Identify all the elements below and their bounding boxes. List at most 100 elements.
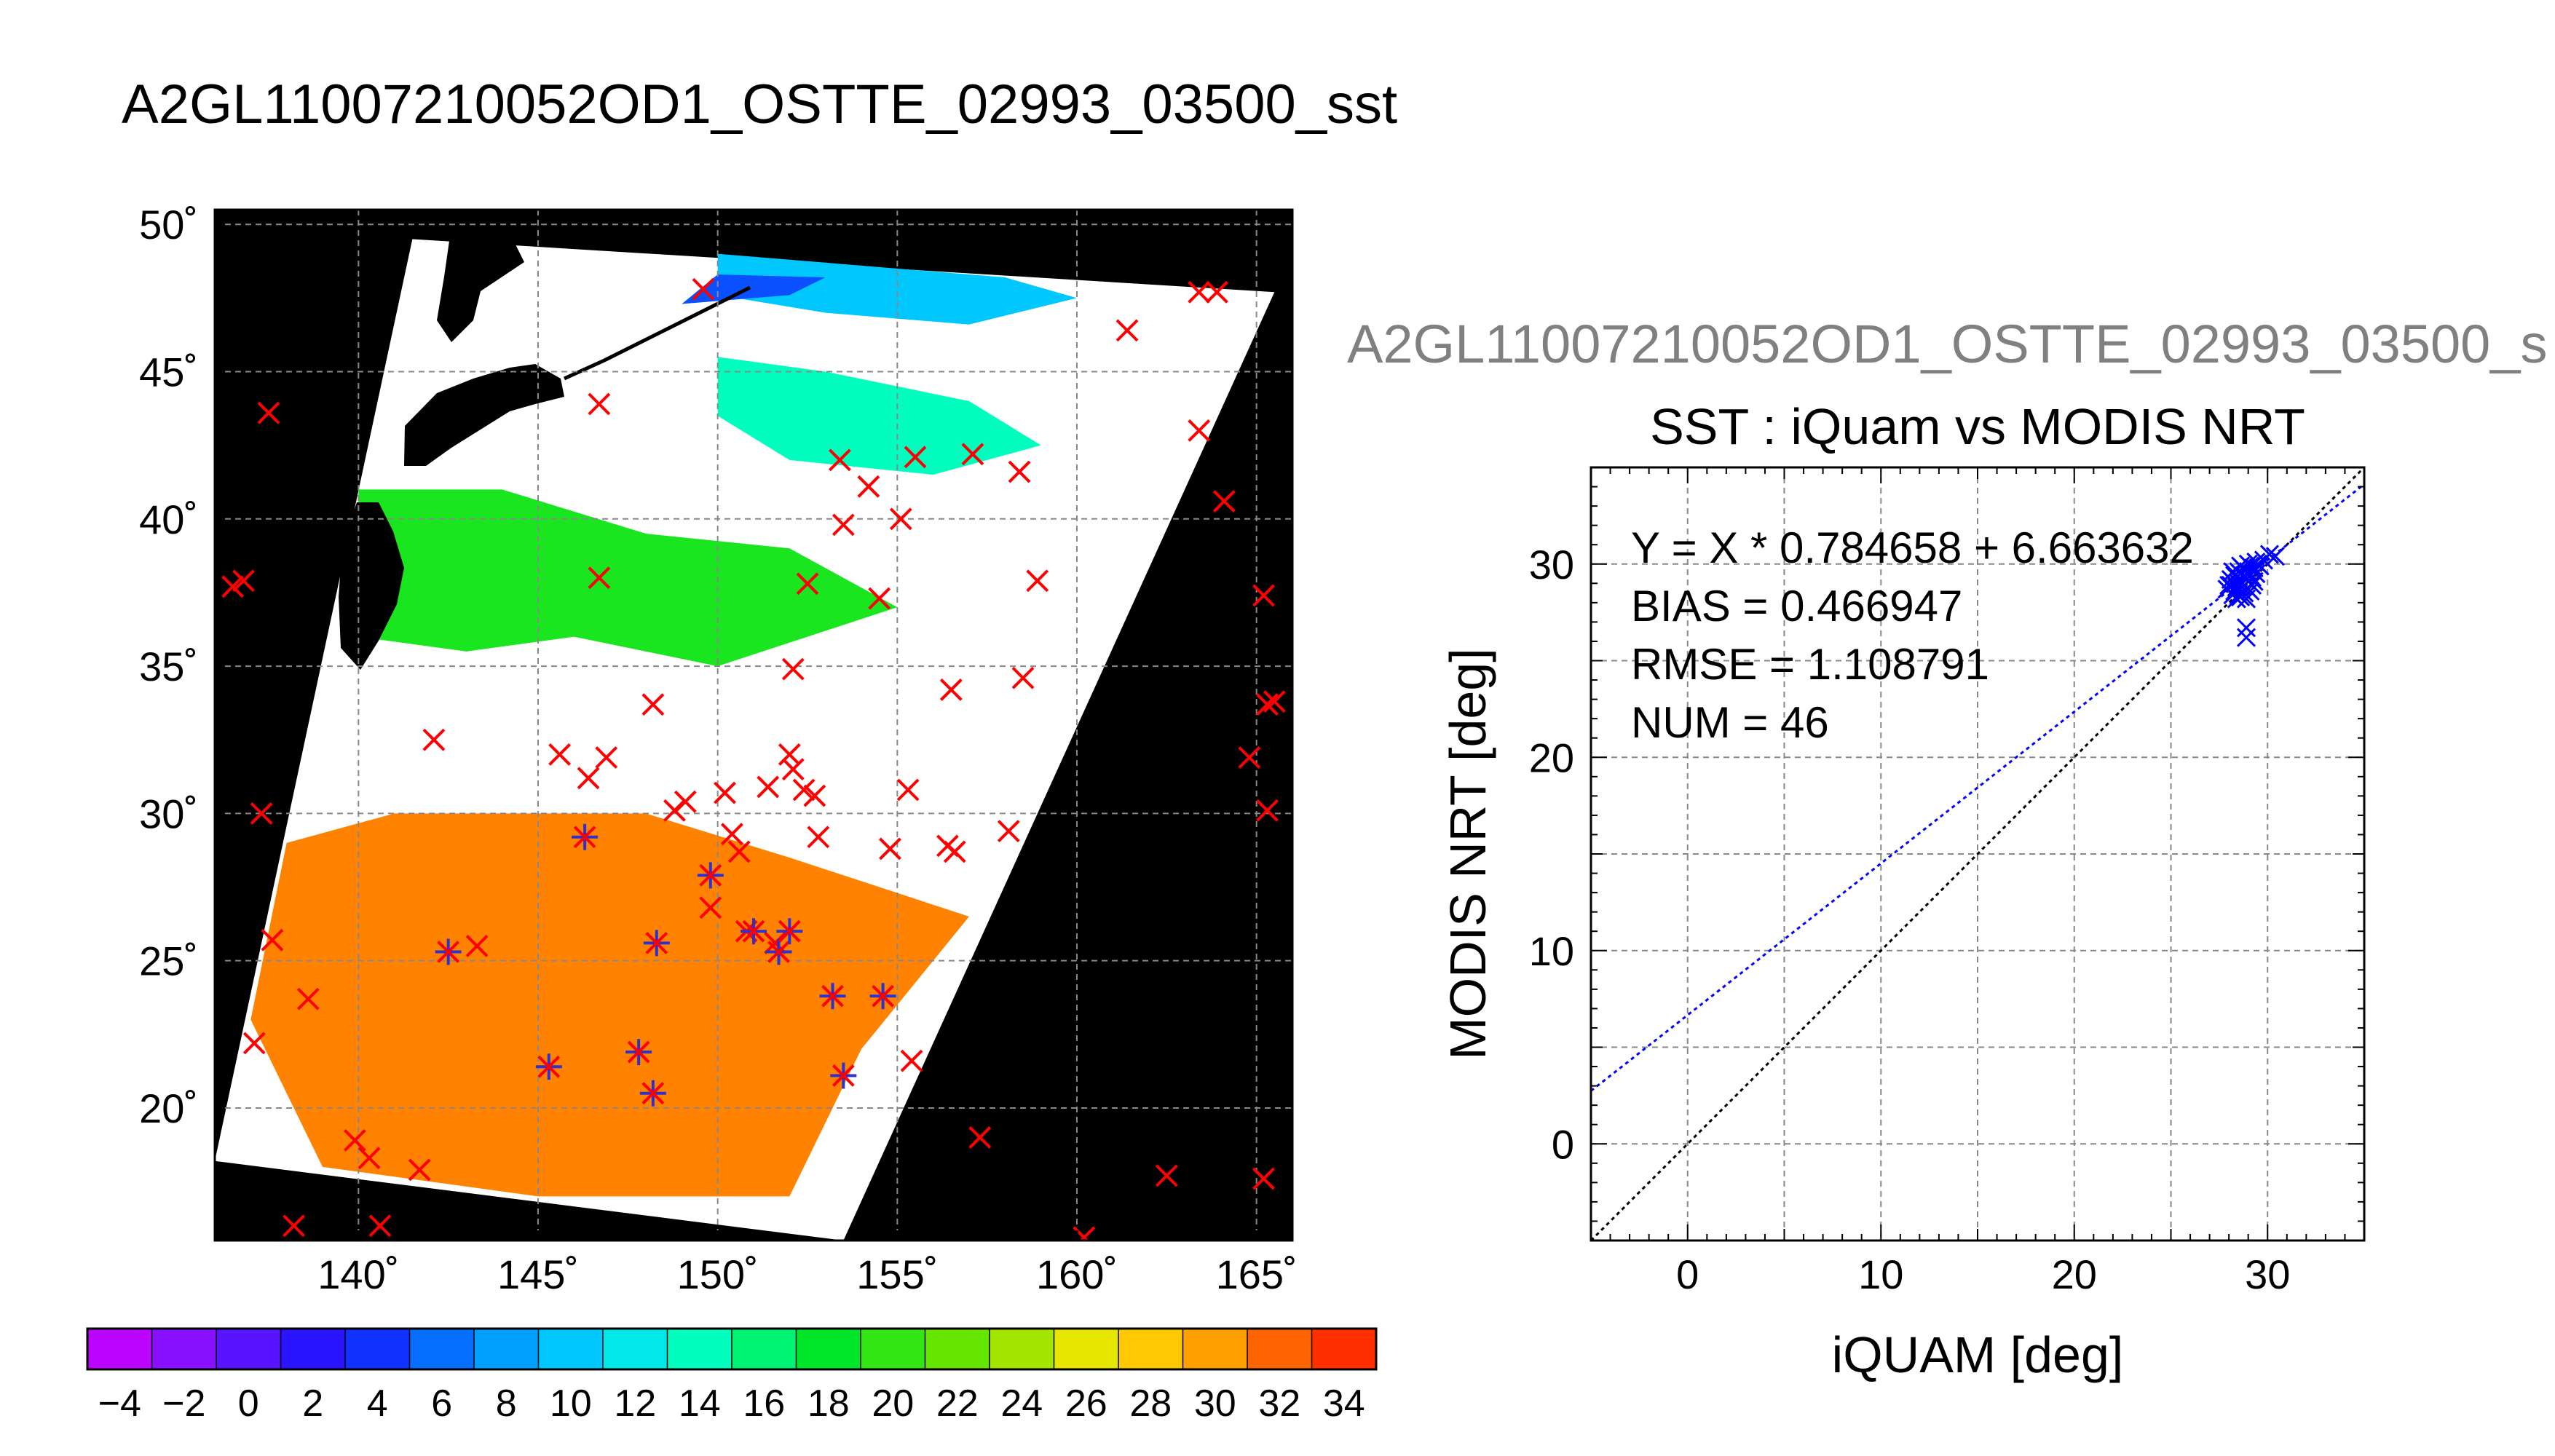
colorbar-tick-label: 0 [238, 1382, 259, 1425]
match-cross-marker [857, 475, 880, 498]
match-cross-marker [1188, 419, 1211, 442]
match-cross-marker [1008, 460, 1031, 483]
match-cross-marker [250, 802, 273, 825]
scatter-y-axis-label: MODIS NRT [deg] [1440, 648, 1496, 1059]
match-cross-marker [781, 657, 805, 681]
scatter-panel-header: A2GL11007210052OD1_OSTTE_02993_03500_s [1347, 314, 2548, 374]
map-x-tick-label: 160˚ [1036, 1251, 1118, 1297]
scatter-x-tick-label: 20 [2052, 1251, 2097, 1297]
match-cross-marker [699, 896, 722, 919]
colorbar-cell [1247, 1329, 1312, 1369]
match-cross-marker [1256, 799, 1279, 822]
colorbar-cell [1118, 1329, 1183, 1369]
match-cross-marker [1252, 1167, 1275, 1190]
scatter-point [2223, 562, 2243, 582]
colorbar-cell [216, 1329, 281, 1369]
match-cross-marker [828, 448, 851, 472]
colorbar-cell [1054, 1329, 1119, 1369]
map-y-tick-label: 45˚ [139, 349, 198, 395]
match-cross-marker [257, 401, 280, 424]
sst-region [717, 253, 1077, 325]
scatter-plot: SST : iQuam vs MODIS NRT 0 10 20 300102030 … [1440, 398, 2366, 1383]
main-title: A2GL11007210052OD1_OSTTE_02993_03500_sst [122, 74, 1398, 135]
colorbar-tick-label: 4 [367, 1382, 388, 1425]
colorbar: −4 −2 0 2 4 6 8 10 12 14 16 18 20 22 24 26 28 30 32 34 [86, 1327, 1378, 1425]
scatter-grid [1591, 467, 2364, 1241]
scatter-annotation: Y = X * 0.784658 + 6.663632 [1631, 523, 2194, 572]
colorbar-cell [1182, 1329, 1248, 1369]
match-cross-marker [1238, 746, 1261, 769]
scatter-annotations: Y = X * 0.784658 + 6.663632 BIAS = 0.4669… [1631, 523, 2194, 747]
match-cross-marker [595, 746, 618, 769]
match-cross-marker [1011, 666, 1035, 689]
scatter-annotation: BIAS = 0.466947 [1631, 582, 1962, 630]
used-cross-marker [573, 826, 596, 849]
scatter-point [2238, 554, 2258, 574]
match-cross-marker [588, 566, 611, 590]
used-cross-marker [872, 984, 895, 1008]
match-cross-marker [1252, 584, 1275, 607]
match-cross-marker [221, 575, 245, 598]
match-cross-marker [803, 784, 826, 807]
match-cross-marker [720, 823, 743, 846]
sst-map: 140˚ 145˚ 150˚ 155˚ 160˚ 165˚ 20˚ 25˚ 30˚ 35˚ 40˚… [139, 202, 1298, 1297]
colorbar-cells [87, 1329, 1377, 1369]
colorbar-cell [861, 1329, 925, 1369]
match-cross-marker [714, 781, 736, 804]
used-cross-marker [742, 919, 765, 943]
scatter-x-tick-label: 0 [1676, 1251, 1699, 1297]
match-cross-marker [961, 443, 984, 466]
scatter-x-axis-label: iQUAM [deg] [1832, 1326, 2124, 1383]
used-cross-marker [821, 984, 844, 1008]
scatter-y-tick-label: 0 [1552, 1121, 1574, 1167]
scatter-y-tick-label: 30 [1529, 542, 1574, 587]
match-cross-marker [792, 778, 816, 802]
match-cross-marker [939, 678, 963, 701]
match-cross-marker [1205, 280, 1228, 304]
map-grid [215, 210, 1292, 1241]
map-x-tick-label: 145˚ [497, 1251, 579, 1297]
colorbar-cell [1311, 1329, 1377, 1369]
map-x-tick-label: 155˚ [856, 1251, 938, 1297]
scatter-point [2265, 547, 2285, 566]
map-x-tick-label: 165˚ [1216, 1251, 1298, 1297]
colorbar-tick-label: 18 [807, 1382, 850, 1425]
colorbar-tick-label: 16 [743, 1382, 785, 1425]
match-cross-marker [1256, 693, 1279, 716]
colorbar-cell [474, 1329, 539, 1369]
match-cross-marker [408, 1158, 431, 1182]
map-markers [221, 277, 1286, 1241]
map-latitude-labels: 20˚ 25˚ 30˚ 35˚ 40˚ 45˚ 50˚ [139, 202, 225, 1131]
match-cross-marker [296, 987, 320, 1010]
match-cross-marker [968, 1125, 992, 1149]
match-cross-marker [889, 507, 912, 531]
colorbar-cell [925, 1329, 990, 1369]
match-cross-marker [283, 1214, 305, 1238]
scatter-annotation: NUM = 46 [1631, 698, 1829, 747]
colorbar-cell [151, 1329, 217, 1369]
match-cross-marker [832, 513, 855, 537]
colorbar-cell [345, 1329, 410, 1369]
match-cross-marker [641, 693, 665, 716]
scatter-title: SST : iQuam vs MODIS NRT [1650, 398, 2305, 455]
match-cross-marker [232, 569, 255, 593]
match-cross-marker [674, 790, 697, 813]
map-y-tick-label: 25˚ [139, 938, 198, 984]
match-cross-marker [778, 743, 801, 766]
scatter-points [2217, 545, 2285, 647]
match-cross-marker [577, 767, 600, 790]
scatter-y-tick-label: 10 [1529, 928, 1574, 974]
used-cross-marker [645, 931, 668, 954]
colorbar-tick-label: 26 [1065, 1382, 1107, 1425]
map-y-tick-label: 30˚ [139, 791, 198, 836]
scatter-x-tick-label: 30 [2245, 1251, 2290, 1297]
colorbar-frame [86, 1327, 1378, 1371]
used-cross-marker [767, 941, 790, 963]
match-cross-marker [588, 392, 611, 416]
match-cross-marker [900, 1049, 923, 1072]
colorbar-cell [603, 1329, 668, 1369]
scatter-point [2236, 628, 2256, 647]
map-x-tick-label: 150˚ [677, 1251, 759, 1297]
match-cross-marker [692, 277, 715, 301]
colorbar-tick-label: 10 [550, 1382, 592, 1425]
